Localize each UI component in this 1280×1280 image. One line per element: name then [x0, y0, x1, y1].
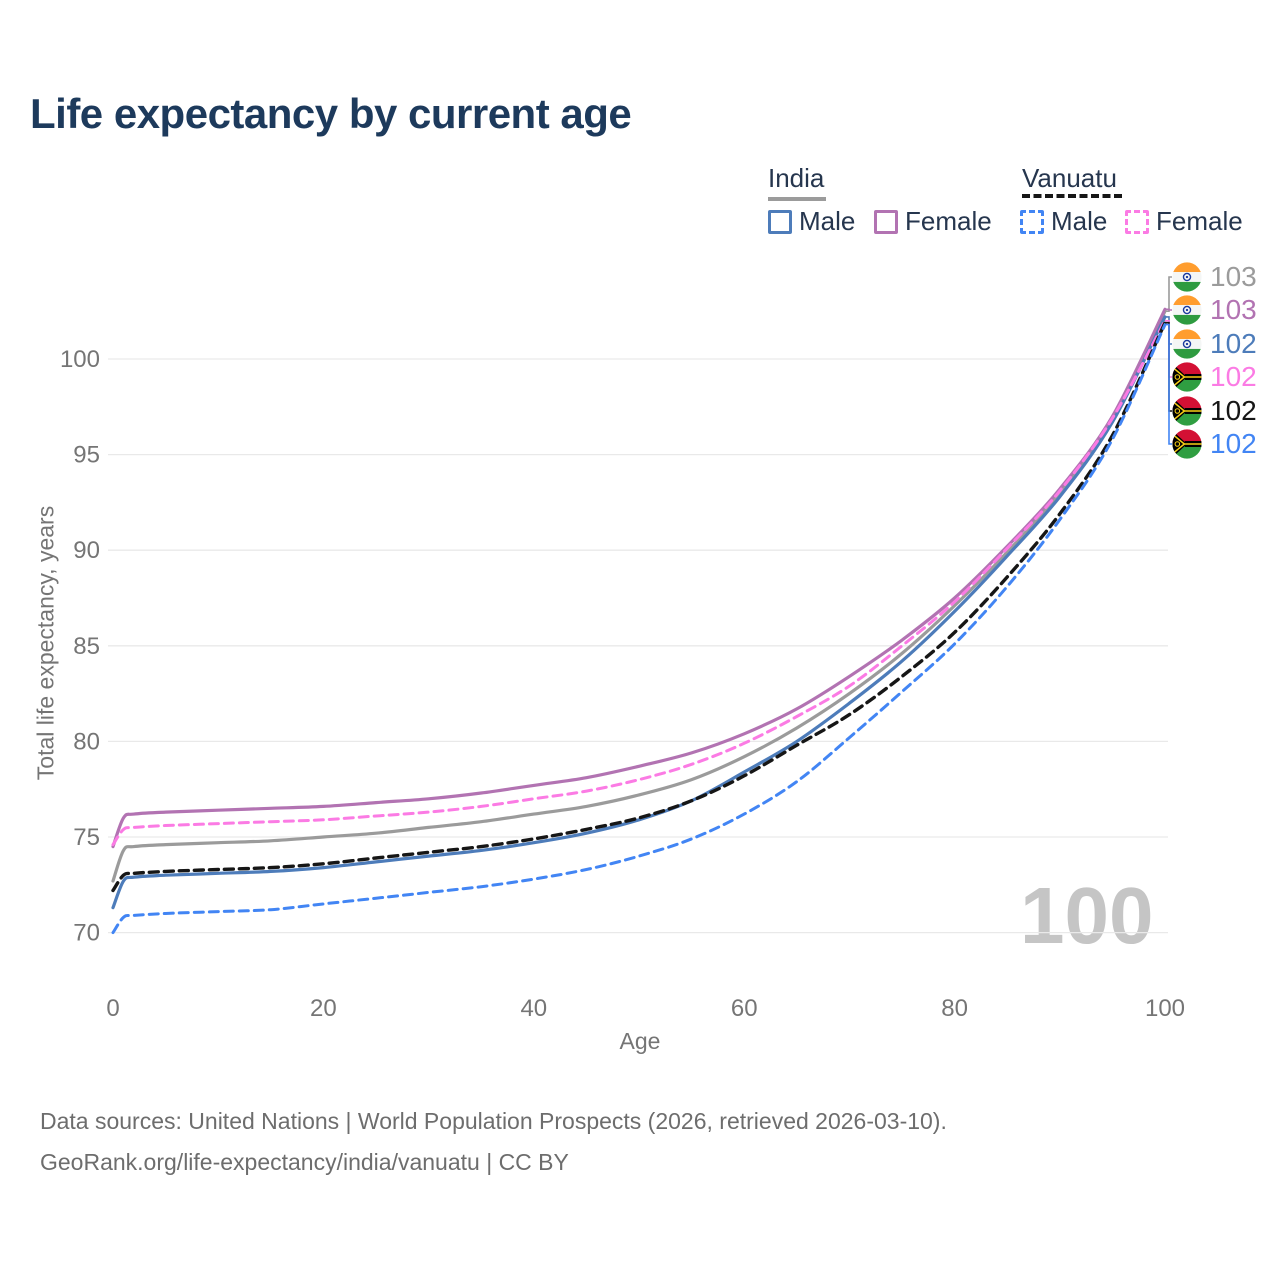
end-value: 102 — [1210, 328, 1257, 359]
end-value: 102 — [1210, 361, 1257, 392]
footer-attribution: GeoRank.org/life-expectancy/india/vanuat… — [40, 1149, 569, 1175]
leader-line-vanuatu-male — [1165, 323, 1172, 445]
y-tick-label-100: 100 — [60, 346, 100, 373]
vanuatu-flag-icon — [1172, 396, 1202, 426]
end-label-vanuatu-female: 102 — [1172, 361, 1257, 393]
leader-line-india-total — [1165, 276, 1172, 312]
y-tick-label-90: 90 — [73, 537, 100, 564]
india-female-swatch-icon — [874, 209, 898, 234]
vanuatu-flag-icon — [1172, 429, 1202, 459]
y-tick-label-95: 95 — [73, 442, 100, 469]
end-label-india-total: 103 — [1172, 261, 1257, 293]
x-axis-title: Age — [619, 1028, 661, 1054]
end-value: 103 — [1210, 261, 1257, 292]
line-vanuatu-total — [111, 321, 1167, 893]
y-axis-title: Total life expectancy, years — [32, 505, 59, 781]
x-tick-label-80: 80 — [941, 995, 968, 1022]
legend-item-vanuatu-female[interactable]: Female — [1125, 206, 1243, 237]
leader-line-india-female — [1165, 308, 1172, 311]
line-india-male — [111, 315, 1167, 910]
india-flag-icon — [1172, 329, 1202, 359]
vanuatu-female-swatch-icon — [1125, 209, 1149, 234]
line-vanuatu-male — [111, 323, 1167, 935]
legend-india-line-swatch — [768, 197, 826, 201]
x-tick-label-20: 20 — [310, 995, 337, 1022]
end-value: 103 — [1210, 294, 1257, 325]
end-label-vanuatu-male: 102 — [1172, 428, 1257, 460]
y-tick-label-75: 75 — [73, 824, 100, 851]
x-tick-label-100: 100 — [1145, 995, 1185, 1022]
legend-label: Male — [1051, 206, 1108, 236]
x-tick-label-60: 60 — [731, 995, 758, 1022]
legend-country-india[interactable]: India — [768, 163, 825, 193]
x-tick-label-0: 0 — [106, 995, 119, 1022]
end-value: 102 — [1210, 395, 1257, 426]
line-india-female — [111, 307, 1167, 849]
age-watermark: 100 — [1020, 871, 1154, 960]
y-tick-label-80: 80 — [73, 728, 100, 755]
end-label-india-female: 103 — [1172, 294, 1257, 326]
footer-data-sources: Data sources: United Nations | World Pop… — [40, 1108, 947, 1134]
legend-label: Female — [905, 206, 992, 236]
legend-vanuatu-line-swatch — [1022, 194, 1122, 198]
india-flag-icon — [1172, 295, 1202, 325]
line-vanuatu-female — [111, 319, 1167, 847]
y-tick-label-70: 70 — [73, 920, 100, 947]
legend-country-vanuatu[interactable]: Vanuatu — [1022, 163, 1117, 193]
vanuatu-flag-icon — [1172, 362, 1202, 392]
india-male-swatch-icon — [768, 209, 792, 234]
legend-label: Female — [1156, 206, 1243, 236]
line-india-total — [111, 309, 1167, 883]
end-label-india-male: 102 — [1172, 328, 1257, 360]
legend-item-vanuatu-male[interactable]: Male — [1020, 206, 1107, 237]
legend-item-india-female[interactable]: Female — [874, 206, 992, 237]
legend-item-india-male[interactable]: Male — [768, 206, 855, 237]
end-label-vanuatu-total: 102 — [1172, 395, 1257, 427]
x-tick-label-40: 40 — [520, 995, 547, 1022]
india-flag-icon — [1172, 262, 1202, 292]
end-value: 102 — [1210, 428, 1257, 459]
page-title: Life expectancy by current age — [30, 90, 632, 137]
y-tick-label-85: 85 — [73, 633, 100, 660]
legend-label: Male — [799, 206, 856, 236]
vanuatu-male-swatch-icon — [1020, 209, 1044, 234]
